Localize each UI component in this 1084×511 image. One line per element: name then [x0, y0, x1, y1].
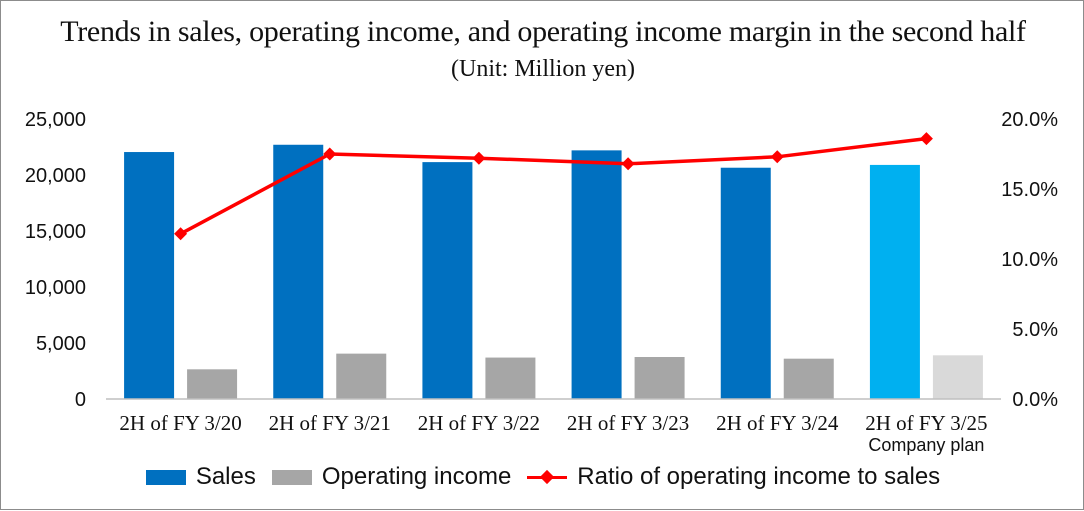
- category-labels: 2H of FY 3/20 2H of FY 3/21 2H of FY 3/22 2…: [119, 411, 987, 455]
- left-tick-label-1: 5,000: [36, 333, 86, 355]
- right-axis-ticks: 0.0% 5.0% 10.0% 15.0% 20.0%: [1001, 109, 1058, 411]
- ratio-point-3: [621, 157, 635, 171]
- ratio-line: [179, 136, 927, 236]
- right-tick-label-1: 5.0%: [1012, 319, 1058, 341]
- legend-item-sales: Sales: [145, 463, 256, 491]
- left-tick-label-5: 25,000: [25, 109, 86, 131]
- legend-swatch-operating-income: [271, 469, 312, 485]
- category-label-5-sub: Company plan: [868, 435, 984, 455]
- bar-sales-3: [571, 150, 622, 399]
- left-tick-label-2: 10,000: [25, 277, 86, 299]
- ratio-point-2: [472, 151, 486, 165]
- bar-sales-4: [720, 167, 771, 399]
- bar-operating-income-4: [783, 358, 834, 399]
- left-tick-label-0: 0: [75, 389, 86, 411]
- right-tick-label-3: 15.0%: [1001, 179, 1058, 201]
- bar-sales-5: [869, 164, 920, 399]
- category-label-3: 2H of FY 3/23: [567, 411, 689, 435]
- legend-swatch-sales: [145, 469, 186, 485]
- left-axis-ticks: 0 5,000 10,000 15,000 20,000 25,000: [25, 109, 86, 411]
- bar-operating-income-1: [336, 353, 387, 399]
- bar-sales-2: [422, 162, 473, 399]
- legend-label-operating-income: Operating income: [321, 463, 512, 490]
- category-label-4: 2H of FY 3/24: [716, 411, 839, 435]
- legend-item-operating-income: Operating income: [271, 463, 512, 491]
- legend-label-ratio: Ratio of operating income to sales: [577, 463, 941, 490]
- bar-sales-0: [124, 152, 175, 399]
- category-label-1: 2H of FY 3/21: [269, 411, 391, 435]
- category-label-0: 2H of FY 3/20: [119, 411, 241, 435]
- bar-operating-income-0: [187, 369, 238, 399]
- left-tick-label-4: 20,000: [25, 165, 86, 187]
- right-tick-label-4: 20.0%: [1001, 109, 1058, 131]
- right-tick-label-2: 10.0%: [1001, 249, 1058, 271]
- legend-swatch-ratio: [527, 469, 568, 485]
- bar-operating-income-5: [932, 355, 983, 399]
- chart-subtitle: (Unit: Million yen): [451, 56, 635, 82]
- ratio-point-0: [174, 227, 188, 241]
- ratio-point-4: [770, 150, 784, 164]
- ratio-point-1: [323, 147, 337, 161]
- category-label-2: 2H of FY 3/22: [418, 411, 540, 435]
- chart-title: Trends in sales, operating income, and o…: [60, 15, 1026, 48]
- bar-operating-income-2: [485, 357, 536, 399]
- ratio-point-5: [919, 132, 933, 146]
- legend: Sales Operating income Ratio of operatin…: [1, 463, 1084, 491]
- category-label-5: 2H of FY 3/25: [865, 411, 987, 435]
- right-tick-label-0: 0.0%: [1012, 389, 1058, 411]
- legend-label-sales: Sales: [195, 463, 256, 490]
- left-tick-label-3: 15,000: [25, 221, 86, 243]
- bar-operating-income-3: [634, 357, 685, 399]
- legend-item-ratio: Ratio of operating income to sales: [527, 463, 940, 491]
- ratio-line-layer: [174, 132, 933, 241]
- bars-layer: [124, 144, 983, 399]
- bar-sales-1: [273, 144, 324, 399]
